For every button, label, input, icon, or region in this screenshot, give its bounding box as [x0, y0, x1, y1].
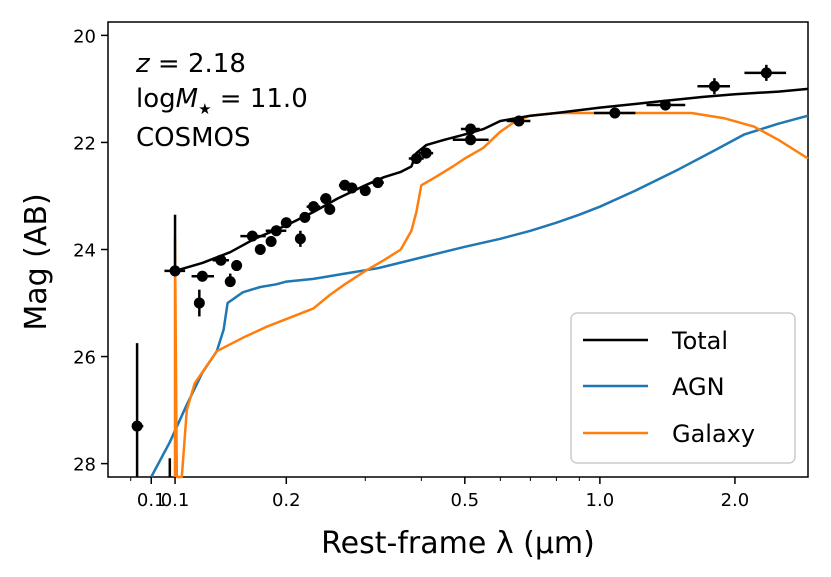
photometry-points [131, 64, 787, 477]
series-line-agn [150, 114, 809, 478]
data-point-22 [408, 153, 424, 164]
data-point-30 [744, 64, 787, 81]
y-axis-ticks: 20 22 24 26 28 [73, 26, 108, 476]
data-marker [372, 177, 384, 189]
data-point-7 [231, 260, 243, 272]
data-point-10 [265, 235, 277, 247]
data-marker [324, 203, 336, 215]
data-marker [513, 115, 525, 127]
data-point-25 [460, 123, 480, 135]
data-marker [231, 260, 243, 272]
legend-label-total: Total [671, 327, 728, 355]
data-point-4 [191, 270, 214, 282]
data-point-8 [240, 230, 266, 242]
data-marker [193, 297, 205, 309]
x-tick-label: 0.1 [137, 490, 166, 511]
annotation-block: z = 2.18 logM★ = 11.0 COSMOS [135, 49, 308, 153]
data-point-11 [265, 225, 287, 237]
x-axis-label: Rest-frame λ (μm) [321, 526, 595, 561]
annotation-mass: logM★ = 11.0 [136, 84, 308, 118]
legend-box [570, 312, 796, 464]
data-marker [131, 420, 143, 432]
x-axis-ticks: 0.10.1 0.2 0.5 1.0 2.0 [130, 477, 750, 511]
data-marker [308, 201, 320, 213]
data-marker [420, 147, 432, 159]
data-point-27 [593, 107, 636, 119]
y-tick-label: 26 [73, 348, 96, 369]
data-marker [224, 276, 236, 288]
data-marker [410, 153, 422, 164]
y-tick-label: 28 [73, 455, 96, 476]
data-marker [294, 233, 306, 245]
x-tick-label: 1.0 [586, 490, 615, 511]
data-marker [359, 185, 371, 197]
data-point-9 [254, 244, 266, 255]
data-point-14 [299, 211, 311, 223]
data-point-16 [320, 193, 332, 205]
data-marker [465, 134, 477, 146]
data-point-29 [697, 78, 730, 95]
data-point-23 [418, 147, 434, 159]
data-marker [465, 123, 477, 135]
x-tick-label: 0.2 [272, 490, 301, 511]
annotation-survey: COSMOS [136, 123, 251, 153]
annotation-redshift: z = 2.18 [135, 49, 246, 79]
data-marker [708, 80, 720, 92]
data-point-17 [324, 203, 336, 215]
legend: Total AGN Galaxy [570, 312, 796, 464]
y-tick-label: 24 [73, 241, 96, 262]
legend-label-agn: AGN [672, 373, 725, 401]
data-point-2 [164, 214, 186, 277]
data-marker [320, 193, 332, 205]
data-marker [254, 244, 266, 255]
data-point-26 [506, 115, 531, 127]
data-marker [346, 182, 358, 194]
data-point-15 [306, 201, 321, 213]
y-axis-label: Mag (AB) [19, 193, 54, 330]
data-marker [196, 270, 208, 282]
data-marker [299, 211, 311, 223]
data-point-21 [371, 177, 384, 189]
data-point-28 [646, 99, 686, 111]
x-tick-label: 0.5 [451, 490, 480, 511]
data-marker [246, 230, 258, 242]
x-tick-label: 0.1 [161, 490, 190, 511]
data-marker [760, 67, 772, 79]
data-point-12 [280, 217, 292, 229]
data-marker [280, 217, 292, 229]
data-point-19 [346, 182, 358, 194]
data-marker [270, 225, 282, 237]
y-tick-label: 20 [73, 26, 96, 47]
data-point-13 [294, 230, 306, 247]
data-point-6 [224, 273, 236, 288]
data-marker [265, 235, 277, 247]
data-marker [215, 254, 227, 266]
data-marker [659, 99, 671, 111]
legend-label-galaxy: Galaxy [672, 420, 755, 448]
x-tick-label: 2.0 [721, 490, 750, 511]
data-marker [609, 107, 621, 119]
data-point-24 [452, 134, 489, 146]
y-tick-label: 22 [73, 133, 96, 154]
data-marker [169, 265, 181, 277]
data-point-3 [193, 289, 205, 317]
data-point-20 [359, 185, 371, 197]
data-point-5 [212, 254, 229, 266]
data-point-0 [131, 343, 144, 477]
